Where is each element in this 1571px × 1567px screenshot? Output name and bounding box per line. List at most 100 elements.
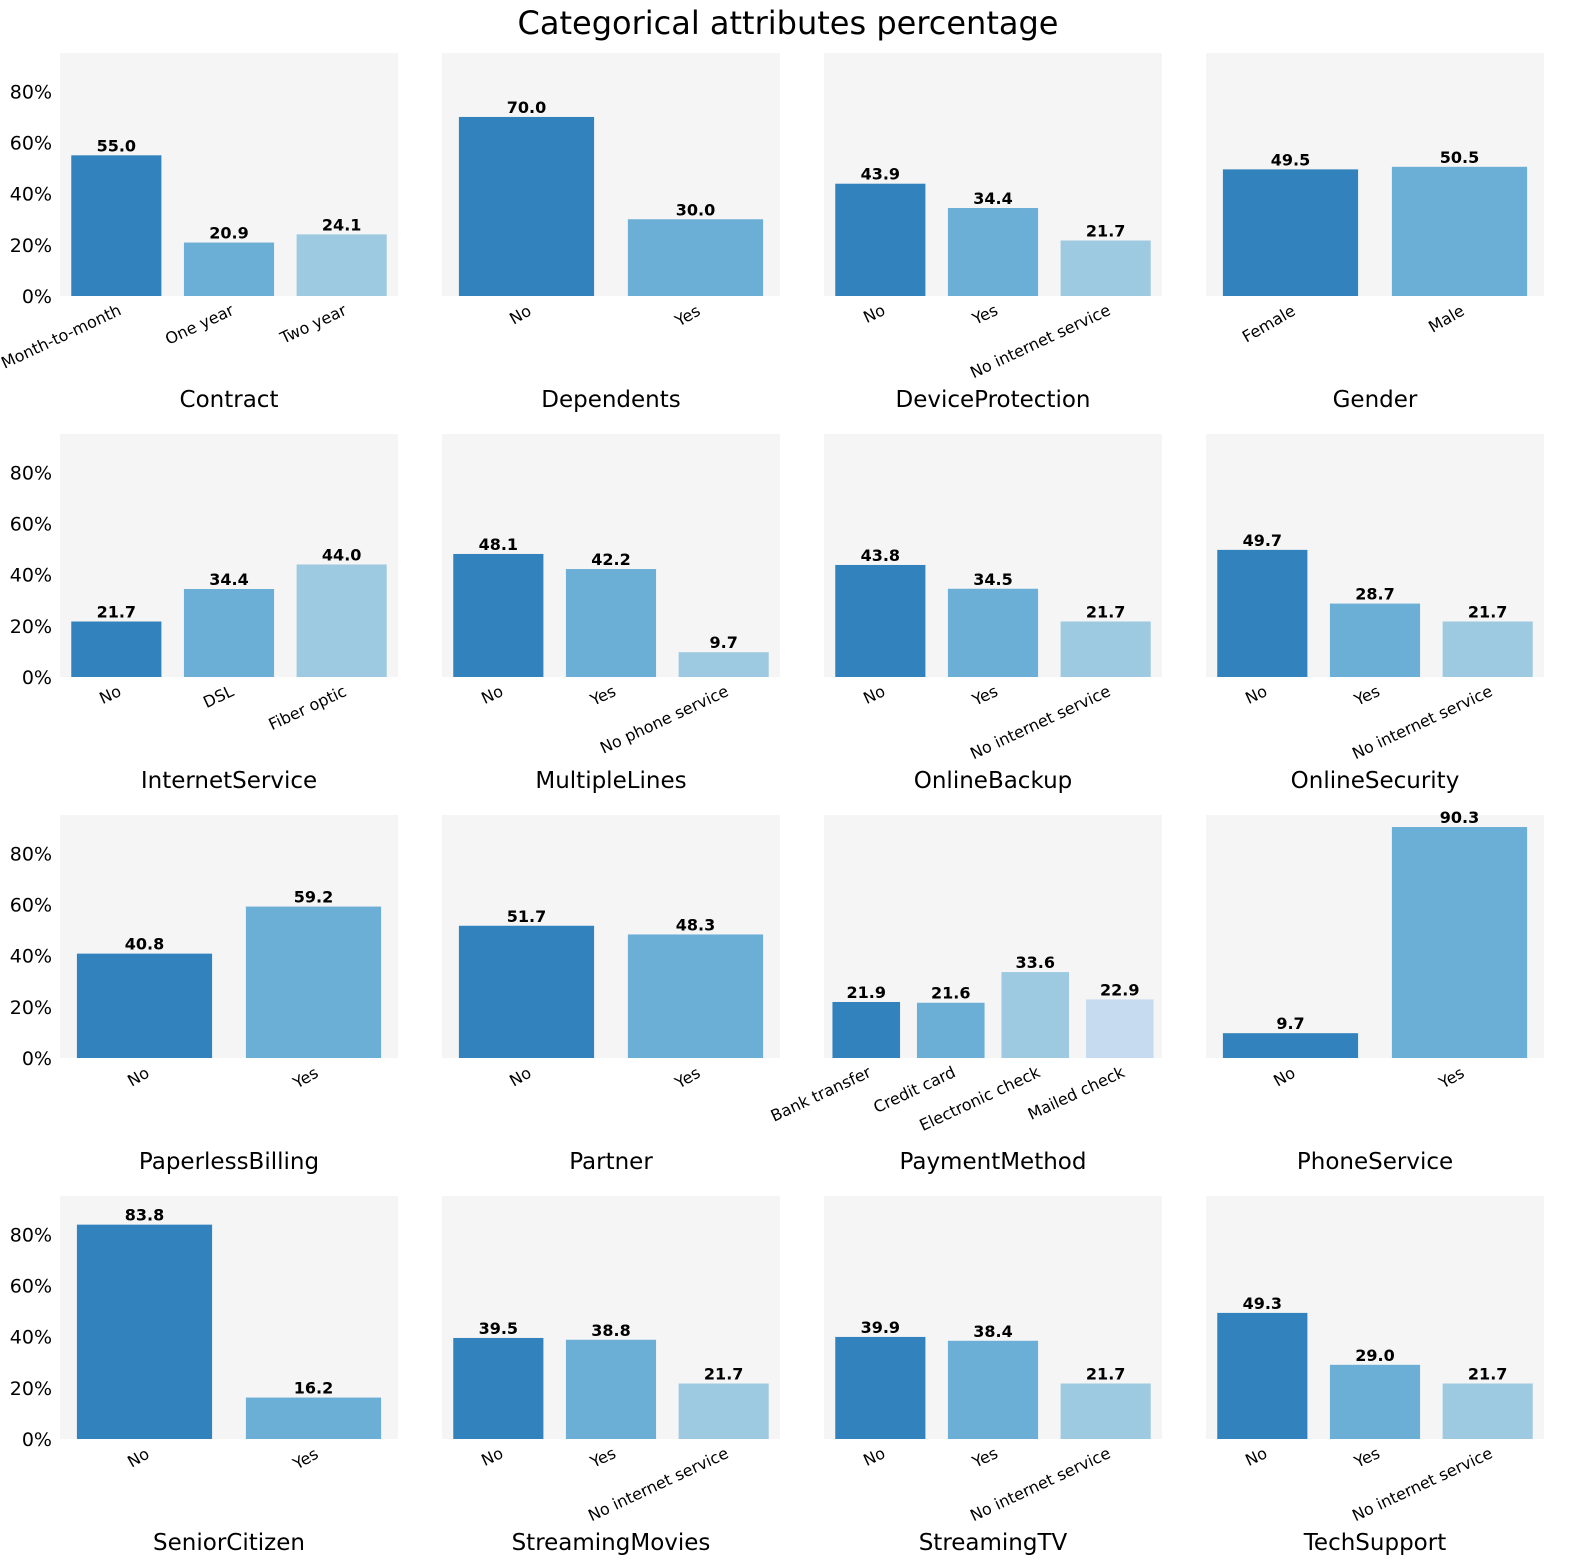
x-tick-label: Yes	[1350, 1443, 1382, 1472]
data-label: 9.7	[709, 633, 737, 652]
bar-gender-male	[1391, 166, 1528, 296]
bar-onlinebackup-no	[835, 564, 926, 677]
data-label: 38.8	[591, 1321, 630, 1340]
data-label: 21.6	[931, 984, 970, 1003]
bar-techsupport-yes	[1329, 1364, 1421, 1439]
data-label: 70.0	[507, 98, 546, 117]
data-label: 21.7	[1086, 1364, 1125, 1383]
x-tick-label: No	[1270, 1063, 1298, 1090]
bar-contract-one-year	[183, 242, 275, 296]
y-tick-label: 20%	[10, 997, 52, 1019]
bar-multiplelines-no-phone-service	[678, 652, 769, 677]
data-label: 16.2	[294, 1379, 333, 1398]
data-label: 48.1	[479, 535, 518, 554]
subplot-internetservice: 0% 20% 40% 60% 80% 21.7 No 34.4 DSL 44.0 Fiber opt…	[10, 434, 398, 794]
subplot-partner: 51.7 No 48.3 Yes Partner	[442, 815, 780, 1175]
y-tick-label: 60%	[10, 514, 52, 536]
bar-multiplelines-yes	[565, 569, 657, 677]
x-tick-label: No	[478, 1443, 506, 1469]
bar-techsupport-no	[1217, 1312, 1308, 1439]
bar-deviceprotection-no	[835, 183, 926, 296]
y-tick-label: 0%	[22, 1429, 52, 1451]
bar-seniorcitizen-no	[76, 1224, 213, 1439]
chart-title: Categorical attributes percentage	[517, 4, 1059, 42]
bar-paperlessbilling-no	[76, 953, 213, 1058]
x-tick-label: Two year	[276, 300, 349, 348]
bar-techsupport-no-internet-service	[1442, 1383, 1533, 1439]
x-axis-label: OnlineBackup	[914, 768, 1073, 794]
bar-paperlessbilling-yes	[245, 906, 382, 1058]
x-tick-label: Bank transfer	[768, 1062, 875, 1125]
x-tick-label: No	[506, 301, 534, 328]
bar-paymentmethod-credit-card	[916, 1002, 985, 1058]
data-label: 44.0	[322, 545, 361, 564]
data-label: 34.4	[209, 570, 248, 589]
y-tick-label: 80%	[10, 1224, 52, 1246]
data-label: 49.3	[1243, 1294, 1282, 1313]
data-label: 90.3	[1440, 808, 1479, 827]
data-label: 22.9	[1100, 980, 1139, 999]
data-label: 24.1	[322, 215, 361, 234]
data-label: 40.8	[125, 935, 164, 954]
bar-paymentmethod-bank-transfer	[832, 1001, 901, 1058]
x-tick-label: No	[124, 1063, 152, 1090]
y-tick-label: 80%	[10, 462, 52, 484]
bar-paymentmethod-mailed-check	[1085, 999, 1154, 1058]
data-label: 21.7	[1086, 602, 1125, 621]
bar-internetservice-no	[71, 621, 162, 677]
y-tick-label: 40%	[10, 184, 52, 206]
bar-onlinesecurity-no-internet-service	[1442, 621, 1533, 677]
data-label: 49.5	[1271, 150, 1310, 169]
data-label: 50.5	[1440, 148, 1479, 167]
x-tick-label: No	[124, 1444, 152, 1471]
x-tick-label: Yes	[968, 681, 1000, 710]
bar-contract-month-to-month	[71, 155, 162, 296]
x-axis-label: StreamingMovies	[512, 1530, 711, 1556]
data-label: 21.7	[1086, 221, 1125, 240]
y-tick-label: 60%	[10, 133, 52, 155]
bar-internetservice-fiber-optic	[296, 564, 387, 677]
bar-phoneservice-yes	[1391, 827, 1528, 1058]
data-label: 28.7	[1355, 585, 1394, 604]
data-label: 21.7	[97, 602, 136, 621]
x-axis-label: Gender	[1333, 387, 1418, 413]
bar-dependents-no	[458, 116, 595, 297]
x-axis-label: SeniorCitizen	[153, 1530, 305, 1556]
data-label: 51.7	[507, 907, 546, 926]
x-tick-label: Female	[1239, 301, 1299, 346]
x-tick-label: No	[860, 1443, 888, 1469]
data-label: 21.7	[1468, 602, 1507, 621]
data-label: 48.3	[676, 915, 715, 934]
bar-seniorcitizen-yes	[245, 1397, 382, 1439]
y-tick-label: 0%	[22, 667, 52, 689]
x-axis-label: StreamingTV	[919, 1530, 1068, 1556]
x-axis-label: PaperlessBilling	[139, 1149, 319, 1175]
x-tick-label: One year	[162, 300, 237, 348]
x-tick-label: Yes	[289, 1063, 322, 1093]
data-label: 34.4	[973, 189, 1012, 208]
data-label: 9.7	[1276, 1014, 1304, 1033]
data-label: 49.7	[1243, 531, 1282, 550]
x-tick-label: Yes	[586, 1443, 618, 1472]
x-tick-label: Yes	[671, 301, 704, 331]
subplot-gender: 49.5 Female 50.5 Male Gender	[1206, 53, 1544, 413]
y-tick-label: 40%	[10, 565, 52, 587]
x-axis-label: Contract	[180, 387, 279, 413]
x-tick-label: Mailed check	[1025, 1062, 1128, 1124]
x-tick-label: Yes	[1350, 681, 1382, 710]
y-tick-label: 80%	[10, 843, 52, 865]
bar-onlinebackup-no-internet-service	[1060, 621, 1151, 677]
x-axis-label: OnlineSecurity	[1291, 768, 1460, 794]
bar-onlinebackup-yes	[947, 588, 1039, 677]
bar-gender-female	[1222, 169, 1359, 296]
subplot-contract: 0% 20% 40% 60% 80% 55.0 Month-to-month 20.9 One …	[0, 53, 398, 413]
y-tick-label: 40%	[10, 1327, 52, 1349]
bar-internetservice-dsl	[183, 589, 275, 677]
bar-deviceprotection-no-internet-service	[1060, 240, 1151, 296]
data-label: 39.9	[861, 1318, 900, 1337]
